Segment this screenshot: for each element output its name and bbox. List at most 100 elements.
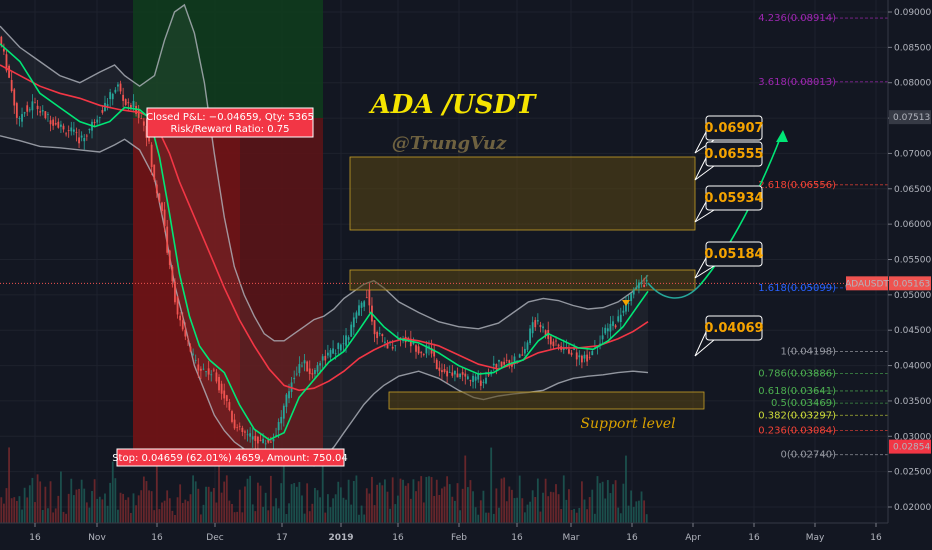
candle-body xyxy=(568,349,570,354)
volume-bar xyxy=(511,489,513,523)
volume-bar xyxy=(469,480,472,523)
volume-bar xyxy=(218,451,220,523)
volume-bar xyxy=(373,505,376,523)
volume-bar xyxy=(142,476,145,523)
volume-bar xyxy=(321,465,324,523)
volume-bar xyxy=(176,497,179,523)
candle-body xyxy=(49,120,52,125)
volume-bar xyxy=(492,513,495,523)
low-price-tag xyxy=(889,439,931,454)
candle-body xyxy=(176,296,179,315)
volume-bar xyxy=(601,481,604,523)
volume-bar xyxy=(448,484,451,523)
time-tick-label: 16 xyxy=(870,533,882,543)
candle-body xyxy=(298,364,301,374)
candle-body xyxy=(264,443,267,445)
volume-bar xyxy=(588,497,591,523)
volume-bar xyxy=(342,497,345,523)
candle-body xyxy=(207,368,210,375)
support-zone xyxy=(388,391,705,410)
callout-box xyxy=(705,141,763,167)
volume-bar xyxy=(75,489,78,523)
volume-bar xyxy=(47,508,49,523)
volume-bar xyxy=(536,478,539,523)
volume-bar xyxy=(49,481,52,523)
candle-body xyxy=(127,102,130,104)
candle-body xyxy=(62,125,65,130)
candle-body xyxy=(288,391,290,399)
candle-body xyxy=(238,425,241,427)
candle-body xyxy=(352,317,355,328)
candle-body xyxy=(114,89,117,93)
volume-bar xyxy=(606,480,609,523)
candle-body xyxy=(409,338,412,347)
volume-bar xyxy=(581,481,583,523)
volume-bar xyxy=(5,488,8,523)
volume-bar xyxy=(65,513,67,523)
time-tick-label: Dec xyxy=(206,533,223,543)
candle-body xyxy=(189,346,192,352)
target-price-label: 0.04069 xyxy=(704,321,763,336)
candle-body xyxy=(44,111,47,119)
price-tick-label: 0.02500 xyxy=(894,468,931,478)
volume-bar xyxy=(645,514,648,523)
volume-bar xyxy=(70,478,73,523)
candle-body xyxy=(132,100,135,108)
volume-bar xyxy=(498,507,500,523)
volume-bar xyxy=(368,493,371,523)
volume-bar xyxy=(412,479,415,523)
fib-level-label: 3.618(0.08013) xyxy=(758,77,836,88)
candle-body xyxy=(249,433,252,437)
callout-box xyxy=(705,115,763,141)
volume-bar xyxy=(2,503,5,523)
volume-bar xyxy=(277,508,280,523)
candle-body xyxy=(622,310,625,313)
time-tick-label: 16 xyxy=(392,533,404,543)
volume-bar xyxy=(308,511,311,523)
volume-bar xyxy=(396,495,399,523)
fast-ma-line xyxy=(0,43,649,441)
candle-body xyxy=(433,349,436,357)
volume-bar xyxy=(430,477,433,523)
chart-title: ADA /USDT xyxy=(368,90,537,120)
candle-body xyxy=(101,110,104,113)
volume-bar xyxy=(148,490,150,523)
candle-body xyxy=(332,348,334,354)
volume-bar xyxy=(417,481,420,523)
volume-bar xyxy=(57,495,60,523)
volume-bar xyxy=(225,475,228,523)
time-tick-label: 16 xyxy=(29,533,41,543)
time-axis-panel xyxy=(0,523,932,550)
volume-bar xyxy=(539,511,542,523)
volume-bar xyxy=(428,476,430,523)
candle-body xyxy=(179,315,182,321)
volume-bar xyxy=(282,459,285,523)
candle-body xyxy=(544,330,547,336)
volume-bar xyxy=(632,506,635,523)
candle-body xyxy=(500,361,503,367)
candle-body xyxy=(373,320,376,335)
volume-bar xyxy=(614,480,617,523)
candle-body xyxy=(474,376,477,381)
volume-bar xyxy=(358,514,360,523)
candle-body xyxy=(609,323,612,332)
candle-body xyxy=(521,354,524,356)
candle-body xyxy=(109,92,112,100)
candlesticks xyxy=(0,35,648,452)
candle-body xyxy=(295,373,298,375)
candle-body xyxy=(578,355,581,358)
volume-bar xyxy=(451,496,454,523)
candle-body xyxy=(308,368,311,374)
volume-bar xyxy=(285,514,288,523)
candle-body xyxy=(236,426,239,428)
volume-bar xyxy=(163,500,166,523)
candle-body xyxy=(513,356,516,363)
candle-body xyxy=(26,105,29,112)
candle-body xyxy=(376,332,379,338)
volume-bar xyxy=(591,489,594,523)
volume-bar xyxy=(360,505,363,523)
volume-bar xyxy=(246,478,249,523)
callout-box xyxy=(705,185,763,211)
